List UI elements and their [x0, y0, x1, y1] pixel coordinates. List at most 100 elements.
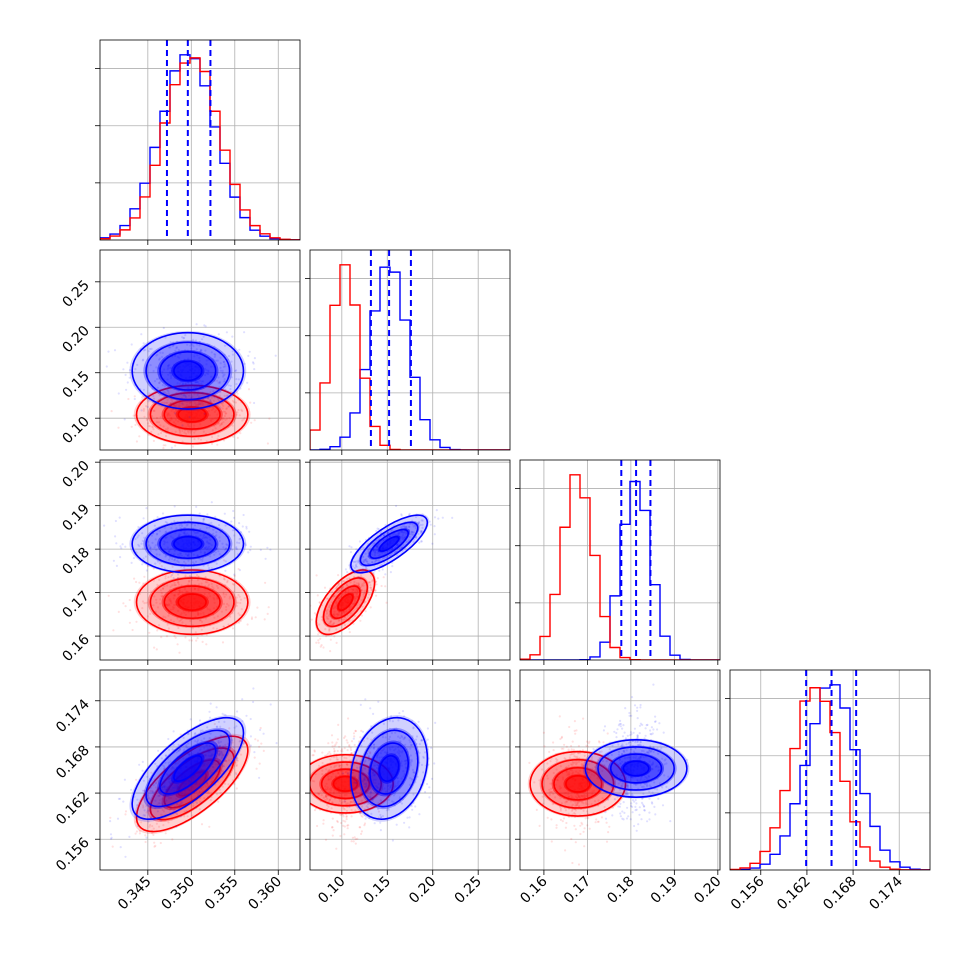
scatter-point [354, 809, 357, 812]
scatter-point [653, 720, 657, 723]
scatter-point [562, 778, 565, 781]
contour-blue [173, 360, 203, 382]
scatter-point [369, 793, 372, 796]
scatter-point [215, 548, 218, 551]
contour-red [330, 585, 361, 620]
scatter-point [210, 754, 213, 757]
scatter-point [190, 797, 193, 801]
scatter-point [232, 749, 235, 753]
scatter-point [369, 584, 372, 587]
scatter-point [211, 357, 214, 360]
scatter-point [235, 604, 238, 608]
contour-red [135, 384, 249, 445]
scatter-point [169, 598, 172, 601]
scatter-point [346, 802, 349, 805]
scatter-point [166, 623, 169, 626]
scatter-point [156, 516, 159, 519]
scatter-point [362, 559, 365, 562]
scatter-point [585, 802, 588, 805]
scatter-point [220, 423, 223, 426]
scatter-point [380, 756, 384, 759]
scatter-point [237, 408, 240, 412]
scatter-point [195, 639, 198, 642]
scatter-point [175, 812, 179, 816]
scatter-point [335, 758, 338, 761]
scatter-point [381, 568, 384, 571]
scatter-point [170, 527, 173, 530]
scatter-point [566, 774, 569, 777]
scatter-point [636, 778, 639, 782]
scatter-point [163, 396, 166, 399]
scatter-point [137, 525, 140, 529]
scatter-point [211, 585, 214, 588]
scatter-point [182, 782, 185, 785]
scatter-point [391, 547, 394, 550]
scatter-point [346, 571, 349, 574]
scatter-point [203, 762, 206, 765]
scatter-point [183, 452, 185, 454]
scatter-point [382, 538, 385, 541]
scatter-point [227, 623, 230, 626]
scatter-point [412, 525, 415, 528]
scatter-point [188, 391, 191, 394]
scatter-point [163, 788, 166, 791]
scatter-point [167, 791, 170, 794]
scatter-point [345, 809, 348, 813]
scatter-point [213, 593, 216, 597]
scatter-point [387, 807, 390, 810]
scatter-point [563, 757, 566, 760]
scatter-point [140, 799, 143, 802]
scatter-point [399, 547, 402, 550]
scatter-point [357, 576, 360, 579]
scatter-point [371, 561, 374, 564]
scatter-point [157, 779, 160, 782]
scatter-point [345, 762, 348, 766]
scatter-point [189, 400, 192, 403]
scatter-point [372, 747, 375, 750]
scatter-point [205, 546, 208, 549]
scatter-point [165, 772, 168, 776]
scatter-point [193, 391, 196, 394]
scatter-point [262, 732, 265, 735]
scatter-point [344, 820, 347, 823]
scatter-point [124, 855, 127, 858]
scatter-point [223, 439, 226, 442]
scatter-point [412, 793, 415, 796]
scatter-point [167, 821, 170, 824]
scatter-point [155, 648, 158, 651]
scatter-point [173, 505, 176, 508]
scatter-point [353, 580, 356, 584]
scatter-point [356, 592, 359, 595]
contour-red [310, 761, 383, 807]
scatter-point [635, 829, 638, 832]
scatter-point [174, 531, 177, 534]
scatter-point [597, 740, 601, 743]
scatter-point [395, 543, 399, 547]
scatter-point [325, 754, 328, 757]
scatter-point [178, 404, 181, 407]
scatter-point [342, 824, 345, 827]
scatter-point [159, 424, 162, 427]
scatter-point [164, 575, 167, 578]
panel-p2-p1 [305, 459, 511, 665]
scatter-point [371, 579, 374, 582]
scatter-point [199, 423, 202, 426]
scatter-point [188, 425, 191, 428]
scatter-point [107, 594, 110, 597]
scatter-point [175, 340, 179, 343]
scatter-point [236, 601, 239, 604]
scatter-point [225, 412, 228, 415]
scatter-point [356, 559, 359, 562]
scatter-point [359, 812, 362, 815]
scatter-point [215, 373, 218, 377]
scatter-point [353, 560, 356, 564]
scatter-point [167, 364, 170, 367]
scatter-point [583, 793, 586, 797]
scatter-point [209, 750, 212, 753]
scatter-point [219, 725, 222, 728]
scatter-point [238, 595, 241, 598]
scatter-point [177, 581, 180, 584]
scatter-point [170, 573, 174, 577]
scatter-point [535, 808, 538, 812]
scatter-point [400, 777, 403, 780]
